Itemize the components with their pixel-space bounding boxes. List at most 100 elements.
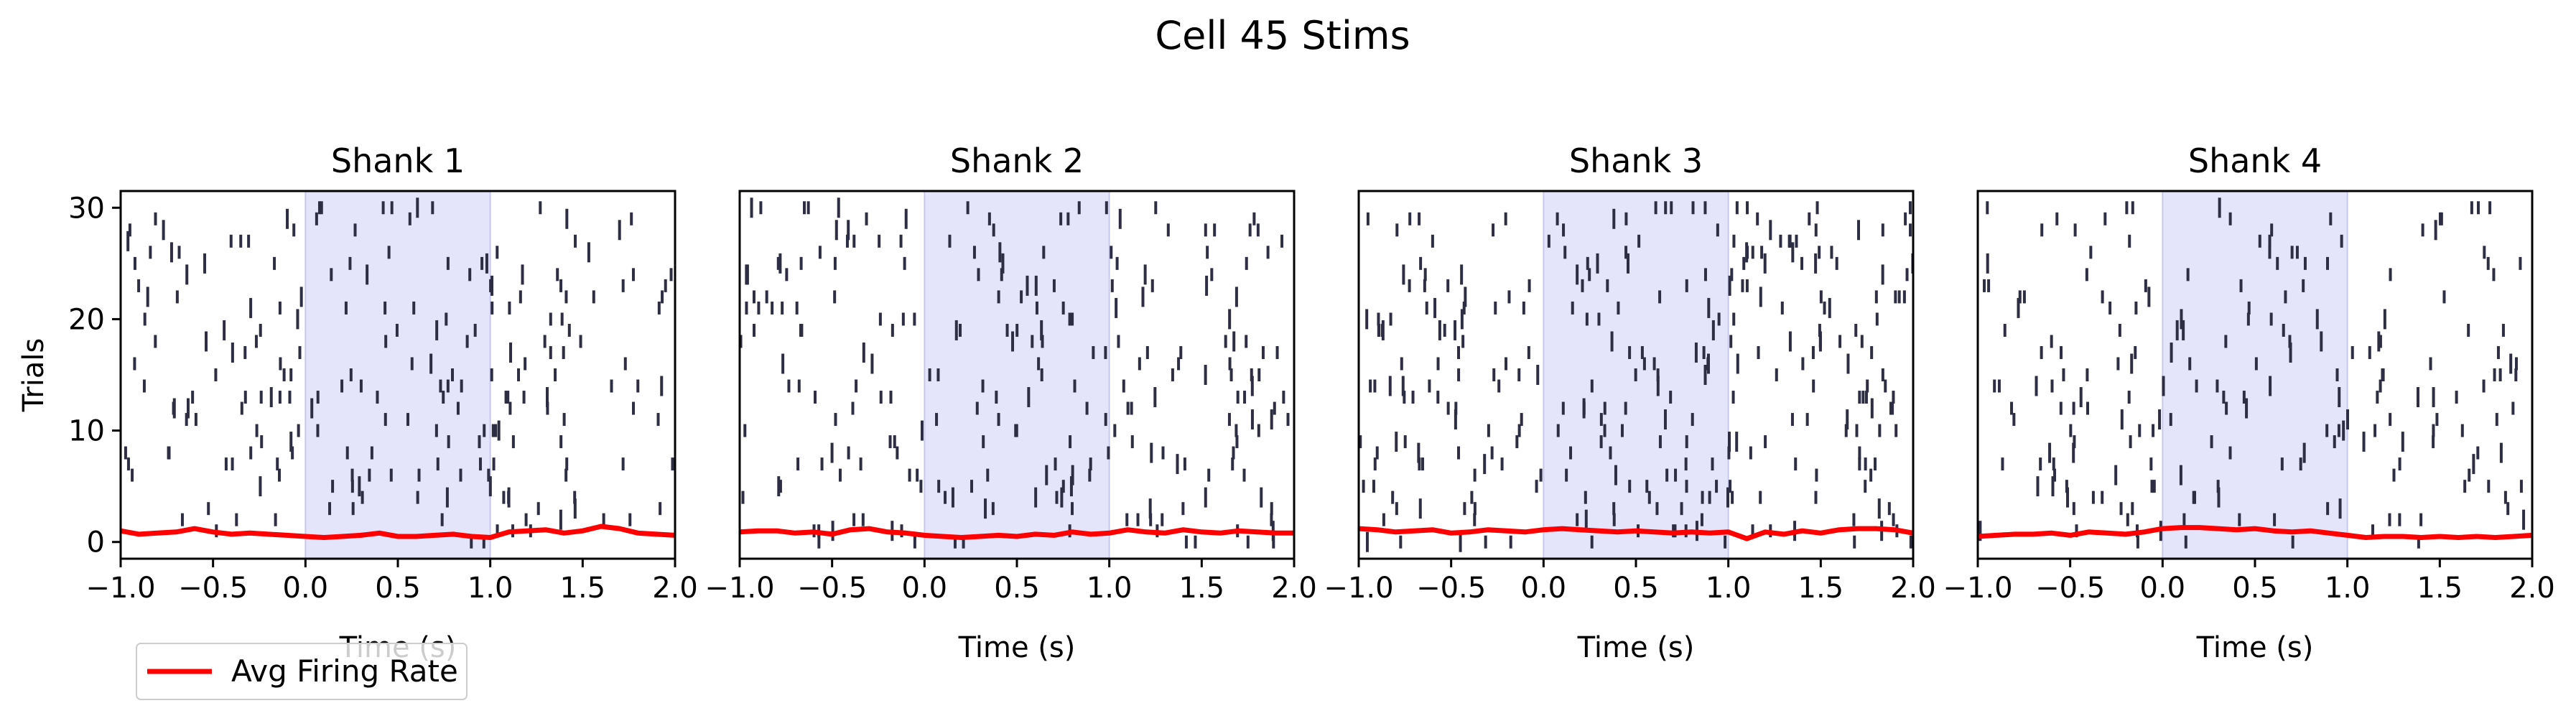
spike-mark <box>177 246 181 259</box>
spike-mark <box>1464 287 1467 307</box>
spike-mark <box>2381 368 2385 381</box>
spike-mark <box>286 208 289 229</box>
spike-mark <box>785 268 789 282</box>
spike-mark <box>1909 535 1912 549</box>
spike-mark <box>1391 490 1395 504</box>
spike-mark <box>1505 357 1508 371</box>
spike-mark <box>1113 424 1117 437</box>
spike-mark <box>1130 401 1133 415</box>
spike-mark <box>750 197 753 218</box>
spike-mark <box>1731 490 1734 504</box>
spike-mark <box>1388 376 1392 396</box>
spike-mark <box>1779 234 1782 248</box>
spike-mark <box>124 446 127 460</box>
spike-mark <box>2216 480 2220 493</box>
spike-mark <box>1585 312 1589 326</box>
spike-mark <box>1811 345 1815 359</box>
spike-mark <box>1122 379 1125 393</box>
spike-mark <box>1071 312 1074 326</box>
spike-mark <box>2362 432 2366 452</box>
spike-mark <box>2483 246 2486 259</box>
spike-mark <box>765 290 768 304</box>
spike-mark <box>480 256 484 270</box>
spike-mark <box>345 446 349 460</box>
spike-mark <box>137 279 141 292</box>
spike-mark <box>133 357 136 371</box>
spike-mark <box>460 379 463 393</box>
spike-mark <box>1745 242 1749 263</box>
x-tick-label: 2.0 <box>2509 572 2555 605</box>
spike-mark <box>1909 223 1912 237</box>
spike-mark <box>935 413 939 427</box>
spike-mark <box>1658 290 1662 304</box>
spike-mark <box>2239 279 2243 292</box>
spike-mark <box>1515 435 1519 449</box>
spike-mark <box>1838 335 1842 348</box>
spike-mark <box>2003 323 2007 337</box>
spike-mark <box>390 201 394 215</box>
spike-mark <box>1535 480 1538 493</box>
spike-mark <box>2476 201 2480 215</box>
spike-mark <box>1402 264 1405 285</box>
spike-mark <box>847 446 850 460</box>
spike-mark <box>278 391 282 404</box>
spike-mark <box>2493 368 2496 381</box>
spike-mark <box>1665 468 1669 482</box>
spike-mark <box>2089 246 2093 259</box>
spike-mark <box>1436 391 1440 404</box>
spike-mark <box>1830 246 1833 259</box>
spike-mark <box>1815 468 1818 482</box>
x-tick-label: 1.0 <box>1706 572 1752 605</box>
spike-mark <box>344 301 348 315</box>
spike-mark <box>1691 201 1695 215</box>
spike-mark <box>1234 287 1238 307</box>
spike-mark <box>340 379 344 393</box>
spike-mark <box>1610 331 1614 352</box>
spike-mark <box>1892 391 1895 404</box>
spike-mark <box>1522 301 1525 315</box>
spike-mark <box>814 391 817 404</box>
spike-mark <box>255 424 259 437</box>
spike-mark <box>1228 309 1232 330</box>
spike-mark <box>2486 256 2490 270</box>
spike-mark <box>487 468 490 482</box>
spike-mark <box>1808 212 1811 225</box>
spike-mark <box>1684 457 1688 471</box>
spike-mark <box>1232 446 1235 460</box>
avg-firing-rate-line <box>1358 526 1914 541</box>
spike-mark <box>1877 498 1881 519</box>
spike-mark <box>434 424 438 437</box>
spike-mark <box>1428 379 1431 393</box>
spike-mark <box>1205 275 1209 296</box>
spike-mark <box>1454 401 1458 415</box>
spike-mark <box>2101 290 2104 304</box>
spike-mark <box>991 502 995 516</box>
spike-mark <box>1547 234 1550 248</box>
spike-mark <box>2470 201 2473 215</box>
spike-mark <box>2290 246 2294 259</box>
spike-mark <box>1727 446 1731 460</box>
spike-mark <box>2186 268 2190 282</box>
spike-mark <box>1628 480 1632 493</box>
spike-mark <box>1735 432 1739 452</box>
spike-mark <box>1066 212 1070 225</box>
spike-mark <box>2086 368 2089 381</box>
x-axis-label: Time (s) <box>958 631 1076 664</box>
spike-mark <box>1014 424 1018 437</box>
spike-mark <box>417 468 421 482</box>
spike-mark <box>1184 535 1188 549</box>
spike-mark <box>440 513 444 526</box>
spike-mark <box>831 521 834 541</box>
panel-title: Shank 3 <box>1569 141 1703 180</box>
spike-mark <box>2388 513 2391 526</box>
spike-mark <box>904 208 908 229</box>
spike-mark <box>623 357 627 371</box>
spike-mark <box>1250 409 1254 430</box>
spike-mark <box>1395 223 1399 237</box>
spike-mark <box>1373 457 1377 471</box>
spike-mark <box>1250 376 1254 396</box>
spike-mark <box>661 290 664 304</box>
spike-mark <box>1658 435 1662 449</box>
spike-mark <box>1130 435 1134 449</box>
spike-mark <box>546 401 549 415</box>
